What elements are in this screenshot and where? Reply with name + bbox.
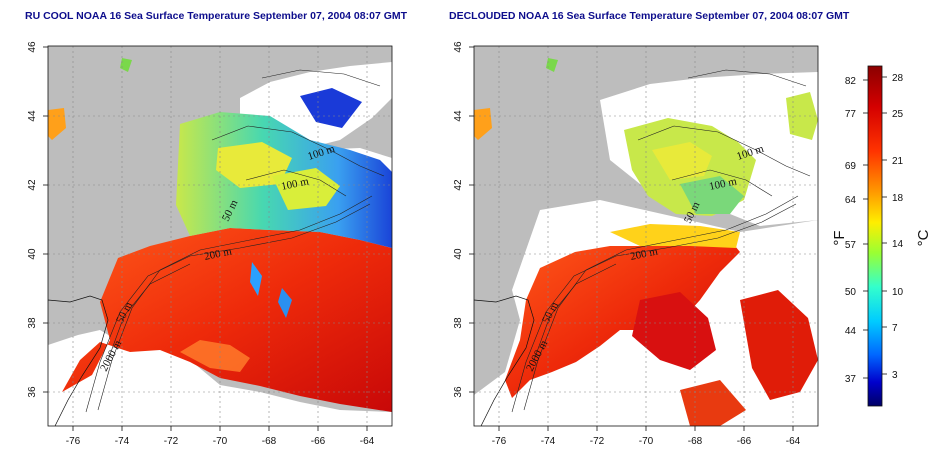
colorbar-f-tick: 69 [845, 161, 857, 172]
colorbar-c-tick: 18 [892, 193, 904, 204]
right-east-patch [786, 92, 818, 140]
left-lat-tick: 44 [27, 110, 38, 122]
left-georges-bank [272, 168, 340, 210]
temperature-colorbar: 82 77 69 64 57 50 44 37 28 25 21 18 14 1… [831, 65, 932, 407]
left-contour-50m [107, 263, 191, 361]
right-warm-patch-2 [740, 290, 818, 400]
colorbar-f-tick: 77 [845, 109, 857, 120]
right-georges-bank [680, 176, 744, 214]
colorbar-celsius-label: °C [915, 229, 932, 246]
colorbar-f-tick: 37 [845, 374, 857, 385]
left-cloud-south [48, 330, 392, 426]
right-contour-100m-north [637, 125, 811, 177]
right-warm-ocean-retained [505, 240, 740, 398]
left-contour-2000m [85, 203, 371, 413]
left-cool-streak-2 [278, 288, 292, 318]
colorbar-f-tick: 64 [845, 195, 857, 206]
right-lat-tick: 36 [453, 386, 464, 398]
colorbar-f-tick: 82 [845, 76, 857, 87]
left-lon-tick: -70 [213, 436, 228, 447]
left-warm-ocean [62, 228, 392, 412]
right-lon-tick: -68 [688, 436, 703, 447]
right-contour-100m-bank [671, 169, 773, 197]
right-lat-tick: 42 [453, 179, 464, 191]
colorbar-c-tick: 28 [892, 73, 904, 84]
right-lon-tick: -74 [541, 436, 556, 447]
colorbar-fahrenheit-label: °F [831, 230, 848, 245]
left-map-title: RU COOL NOAA 16 Sea Surface Temperature … [25, 10, 408, 22]
left-lat-tick: 40 [27, 248, 38, 260]
right-inland-speck [546, 58, 558, 72]
right-gulf-inner-warm [652, 142, 712, 180]
right-contour-label-100m-bank: 100 m [708, 175, 738, 193]
left-lat-tick: 38 [27, 317, 38, 329]
left-warm-patch [180, 340, 250, 372]
right-warm-patch-3 [680, 380, 746, 426]
left-lat-tick: 46 [27, 41, 38, 53]
left-inland-speck [120, 58, 132, 72]
right-lon-tick: -72 [590, 436, 605, 447]
left-contour-100m-bank [245, 169, 347, 197]
right-lat-tick: 40 [453, 248, 464, 260]
right-lon-tick: -64 [786, 436, 801, 447]
right-contour-shore [687, 69, 807, 87]
right-lon-tick: -76 [492, 436, 507, 447]
right-lon-tick: -70 [639, 436, 654, 447]
left-graticule [48, 46, 392, 426]
left-lon-tick: -64 [360, 436, 375, 447]
left-contour-shore [261, 69, 381, 87]
left-contour-label-100m-bank: 100 m [280, 175, 310, 193]
right-lon-tick: -66 [737, 436, 752, 447]
right-contour-50m [533, 263, 617, 361]
left-contour-100m-north [211, 125, 385, 177]
right-lat-tick: 46 [453, 41, 464, 53]
colorbar-c-tick: 25 [892, 109, 904, 120]
left-lat-tick: 42 [27, 179, 38, 191]
left-map-panel: 100 m 100 m 50 m 200 m 50 m 2000 m [27, 41, 393, 447]
colorbar-c-tick: 7 [892, 323, 898, 334]
colorbar-gradient [867, 65, 883, 407]
right-inland-lake [474, 108, 492, 140]
right-graticule [474, 46, 818, 426]
left-cold-blue-patch [300, 88, 362, 128]
left-lon-tick: -76 [66, 436, 81, 447]
right-frontal-band [610, 224, 740, 248]
right-coastline [474, 295, 535, 426]
right-map-title: DECLOUDED NOAA 16 Sea Surface Temperatur… [449, 10, 850, 22]
right-contour-2000m [511, 203, 797, 413]
right-contour-200m [523, 195, 799, 411]
left-coastline [48, 295, 109, 426]
left-inland-lake [48, 108, 66, 140]
colorbar-f-tick: 44 [845, 326, 857, 337]
right-lat-tick: 38 [453, 317, 464, 329]
right-map-panel: 100 m 100 m 50 m 200 m 50 m 2000 m [453, 41, 819, 447]
colorbar-c-tick: 14 [892, 239, 904, 250]
colorbar-c-tick: 21 [892, 156, 904, 167]
left-contour-200m [97, 195, 373, 411]
colorbar-c-tick: 10 [892, 287, 904, 298]
left-lon-tick: -72 [164, 436, 179, 447]
colorbar-c-tick: 3 [892, 370, 898, 381]
left-lon-tick: -66 [311, 436, 326, 447]
colorbar-f-tick: 50 [845, 287, 857, 298]
right-lat-tick: 44 [453, 110, 464, 122]
left-lat-tick: 36 [27, 386, 38, 398]
left-cool-streak-1 [250, 262, 262, 296]
left-lon-tick: -68 [262, 436, 277, 447]
left-lon-tick: -74 [115, 436, 130, 447]
colorbar-f-tick: 57 [845, 240, 857, 251]
